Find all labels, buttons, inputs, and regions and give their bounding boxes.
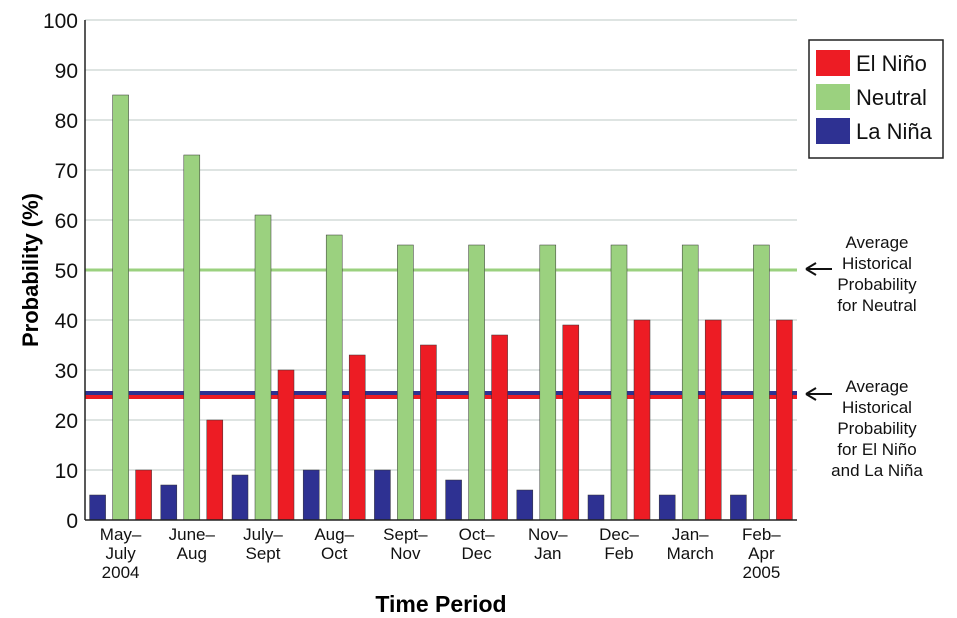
x-tick-label: July– Sept [243,525,283,563]
y-tick-label: 0 [66,510,78,533]
y-tick-label: 80 [55,110,78,133]
bars [89,94,793,521]
bar-neutral [112,94,129,521]
bar-el-ni-o [704,319,722,521]
legend-label: El Niño [856,51,927,76]
bar-la-ni-a [160,484,178,521]
bar-neutral [610,244,628,521]
annotation-text: Average Historical Probability for El Niño a… [831,377,923,480]
bar-la-ni-a [89,494,106,521]
x-tick-label: Feb– Apr 2005 [742,525,781,582]
y-tick-label: 40 [55,310,78,333]
bar-el-ni-o [348,354,366,521]
bar-el-ni-o [277,369,295,521]
y-tick-labels: 0 10 20 30 40 50 60 70 80 90 100 [43,10,78,533]
bar-el-ni-o [420,344,437,521]
y-tick-label: 50 [55,260,78,283]
annotation-text: Average Historical Probability for Neutral [837,233,917,315]
bar-neutral [325,234,343,521]
axes [84,20,797,521]
y-axis-label: Probability (%) [18,193,43,347]
y-tick-label: 70 [55,160,78,183]
bar-neutral [468,244,485,521]
bar-neutral [681,244,699,521]
y-tick-label: 30 [55,360,78,383]
bar-la-ni-a [374,469,391,521]
bar-neutral [254,214,272,521]
y-tick-label: 20 [55,410,78,433]
legend-label: La Niña [856,119,933,144]
bar-el-ni-o [633,319,651,521]
y-tick-label: 60 [55,210,78,233]
x-tick-labels: May– July 2004 June– Aug July– Sept Aug– Oct Sept… [100,525,782,582]
annotation-arrowhead [805,387,817,401]
bar-la-ni-a [231,474,249,521]
y-tick-label: 100 [43,10,78,33]
bar-el-ni-o [135,469,152,521]
bar-neutral [183,154,201,521]
x-tick-label: Nov– Jan [528,525,568,563]
x-tick-label: Oct– Dec [459,525,495,563]
legend-swatch [816,118,850,144]
legend: El Niño Neutral La Niña [808,39,944,159]
bar-neutral [753,244,770,521]
bar-neutral [397,244,414,521]
legend-swatch [816,84,850,110]
annotation-arrowhead [805,262,817,276]
legend-label: Neutral [856,85,927,110]
bar-el-ni-o [206,419,224,521]
x-tick-label: Jan– March [667,525,714,563]
bar-neutral [539,244,557,521]
x-tick-label: Aug– Oct [314,525,354,563]
bar-el-ni-o [776,319,793,521]
y-tick-label: 90 [55,60,78,83]
bar-la-ni-a [445,479,462,521]
reference-line-annotations: Average Historical Probability for Neutral A… [805,233,923,480]
bar-la-ni-a [516,489,534,521]
bar-el-ni-o [491,334,508,521]
bar-la-ni-a [730,494,747,521]
legend-swatch [816,50,850,76]
x-axis-label: Time Period [375,591,506,617]
reference-lines [85,268,797,399]
bar-la-ni-a [587,494,605,521]
x-tick-label: June– Aug [169,525,216,563]
x-tick-label: Dec– Feb [599,525,639,563]
bar-la-ni-a [302,469,320,521]
x-tick-label: May– July 2004 [100,525,142,582]
y-tick-label: 10 [55,460,78,483]
bar-el-ni-o [562,324,580,521]
bar-la-ni-a [658,494,676,521]
x-tick-label: Sept– Nov [383,525,428,563]
